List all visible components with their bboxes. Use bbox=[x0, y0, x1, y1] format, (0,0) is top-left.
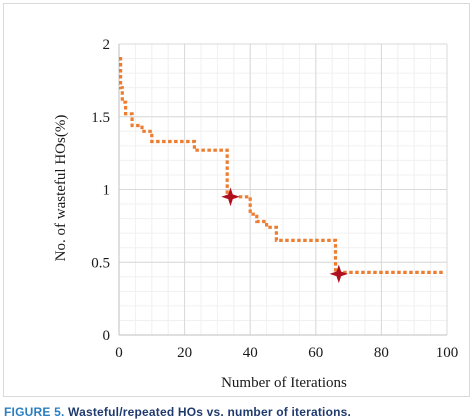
x-tick-label: 40 bbox=[243, 345, 258, 361]
x-tick-label: 60 bbox=[308, 345, 323, 361]
y-axis-title: No. of wasteful HOs(%) bbox=[53, 115, 69, 262]
x-axis-title: Number of Iterations bbox=[221, 375, 347, 391]
chart-svg: 0 20 40 60 80 100 0 0.5 1 1.5 2 Number of Iterati… bbox=[3, 3, 470, 397]
caption-text: Wasteful/repeated HOs vs. number of iter… bbox=[68, 405, 352, 419]
star-marker-1 bbox=[329, 264, 349, 284]
y-tick-label: 1.5 bbox=[91, 110, 110, 126]
x-tick-label: 20 bbox=[177, 345, 192, 361]
star-marker-0 bbox=[221, 187, 240, 207]
y-tick-label: 2 bbox=[103, 37, 111, 53]
x-tick-label: 80 bbox=[374, 345, 389, 361]
y-tick-label: 0 bbox=[103, 328, 111, 344]
y-tick-label: 1 bbox=[103, 183, 111, 199]
y-tick-labels: 0 0.5 1 1.5 2 bbox=[91, 37, 110, 344]
figure-caption: FIGURE 5. Wasteful/repeated HOs vs. numb… bbox=[4, 405, 474, 419]
x-tick-labels: 0 20 40 60 80 100 bbox=[115, 345, 458, 361]
major-gridlines bbox=[118, 43, 448, 336]
chart-frame bbox=[3, 3, 470, 397]
axes bbox=[118, 44, 447, 336]
x-tick-label: 0 bbox=[115, 345, 123, 361]
x-tick-label: 100 bbox=[436, 345, 459, 361]
data-series bbox=[118, 56, 444, 274]
caption-label: FIGURE 5. bbox=[4, 405, 65, 419]
y-tick-label: 0.5 bbox=[91, 255, 110, 271]
data-markers bbox=[221, 187, 349, 284]
series-line-0 bbox=[118, 56, 444, 274]
